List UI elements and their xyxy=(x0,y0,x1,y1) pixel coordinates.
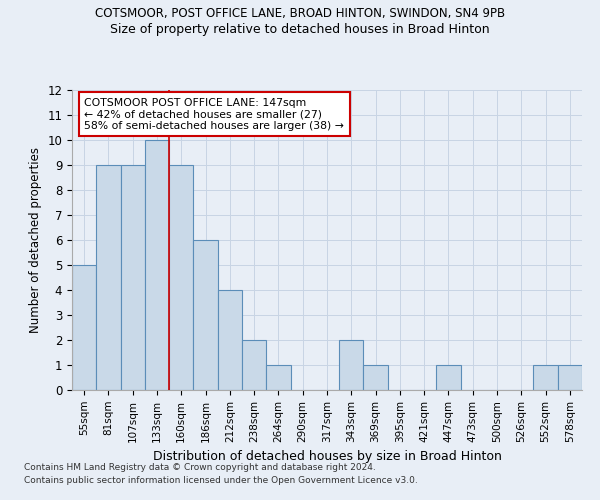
Bar xyxy=(96,165,121,390)
Bar xyxy=(364,365,388,390)
Bar xyxy=(266,365,290,390)
Bar xyxy=(145,140,169,390)
Bar xyxy=(72,265,96,390)
Bar xyxy=(121,165,145,390)
Bar xyxy=(339,340,364,390)
Bar xyxy=(193,240,218,390)
Y-axis label: Number of detached properties: Number of detached properties xyxy=(29,147,42,333)
Text: Contains public sector information licensed under the Open Government Licence v3: Contains public sector information licen… xyxy=(24,476,418,485)
Bar xyxy=(436,365,461,390)
Bar xyxy=(558,365,582,390)
Text: COTSMOOR POST OFFICE LANE: 147sqm
← 42% of detached houses are smaller (27)
58% : COTSMOOR POST OFFICE LANE: 147sqm ← 42% … xyxy=(85,98,344,130)
X-axis label: Distribution of detached houses by size in Broad Hinton: Distribution of detached houses by size … xyxy=(152,450,502,463)
Text: COTSMOOR, POST OFFICE LANE, BROAD HINTON, SWINDON, SN4 9PB: COTSMOOR, POST OFFICE LANE, BROAD HINTON… xyxy=(95,8,505,20)
Bar xyxy=(533,365,558,390)
Bar xyxy=(242,340,266,390)
Text: Contains HM Land Registry data © Crown copyright and database right 2024.: Contains HM Land Registry data © Crown c… xyxy=(24,464,376,472)
Bar xyxy=(169,165,193,390)
Text: Size of property relative to detached houses in Broad Hinton: Size of property relative to detached ho… xyxy=(110,22,490,36)
Bar xyxy=(218,290,242,390)
